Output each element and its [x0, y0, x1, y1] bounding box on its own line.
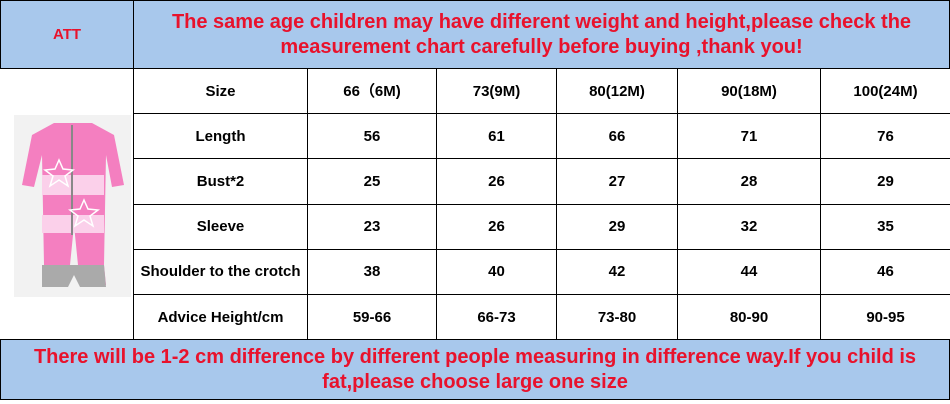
table-cell: 59-66 — [307, 294, 437, 341]
table-cell: 66-73 — [436, 294, 557, 341]
footer-notice: There will be 1-2 cm difference by diffe… — [0, 339, 950, 400]
column-header: 100(24M) — [820, 68, 950, 115]
table-cell: 32 — [677, 203, 821, 250]
table-cell: 90-95 — [820, 294, 950, 341]
table-cell: 23 — [307, 203, 437, 250]
table-cell: 26 — [436, 203, 557, 250]
row-label: Bust*2 — [133, 158, 308, 205]
table-cell: 61 — [436, 113, 557, 160]
table-cell: 26 — [436, 158, 557, 205]
table-cell: 73-80 — [556, 294, 678, 341]
column-header: 90(18M) — [677, 68, 821, 115]
table-cell: 25 — [307, 158, 437, 205]
table-cell: 40 — [436, 248, 557, 295]
column-header: 80(12M) — [556, 68, 678, 115]
table-cell: 71 — [677, 113, 821, 160]
table-cell: 28 — [677, 158, 821, 205]
table-cell: 35 — [820, 203, 950, 250]
row-label: Shoulder to the crotch — [133, 248, 308, 295]
table-cell: 42 — [556, 248, 678, 295]
table-cell: 29 — [556, 203, 678, 250]
header-notice: The same age children may have different… — [133, 0, 950, 69]
table-cell: 80-90 — [677, 294, 821, 341]
code-cell: ATT — [0, 0, 134, 69]
column-header: 73(9M) — [436, 68, 557, 115]
table-cell: 46 — [820, 248, 950, 295]
row-label: Advice Height/cm — [133, 294, 308, 341]
row-label: Sleeve — [133, 203, 308, 250]
row-label: Length — [133, 113, 308, 160]
table-cell: 38 — [307, 248, 437, 295]
column-header: 66（6M) — [307, 68, 437, 115]
table-cell: 29 — [820, 158, 950, 205]
table-cell: 27 — [556, 158, 678, 205]
table-cell: 56 — [307, 113, 437, 160]
column-header: Size — [133, 68, 308, 115]
table-cell: 76 — [820, 113, 950, 160]
table-cell: 44 — [677, 248, 821, 295]
table-cell: 66 — [556, 113, 678, 160]
product-image — [14, 115, 131, 297]
